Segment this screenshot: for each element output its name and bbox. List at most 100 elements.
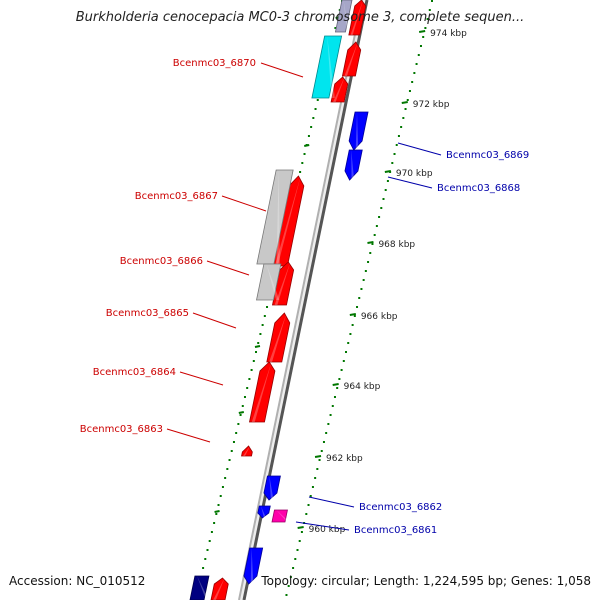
reverse-gene-6861-shape xyxy=(257,505,271,519)
kbp-tick-mark xyxy=(349,313,356,316)
reverse-gene-6862 xyxy=(263,475,281,501)
ruler-dot xyxy=(375,225,378,227)
ruler-dot xyxy=(397,135,400,137)
reverse-gene-bottom xyxy=(243,547,264,585)
ruler-dot xyxy=(325,432,328,434)
ruler-dot xyxy=(353,315,356,317)
ruler-dot xyxy=(333,396,336,398)
ruler-dot xyxy=(338,378,341,380)
gene-label[interactable]: Bcenmc03_6870 xyxy=(173,58,256,69)
ruler-dot xyxy=(314,108,317,110)
forward-gene-6863 xyxy=(241,445,253,457)
ruler-dot xyxy=(224,477,227,479)
ruler-dot xyxy=(408,90,411,92)
gene-label[interactable]: Bcenmc03_6862 xyxy=(359,502,442,513)
forward-gene-bottom-shape xyxy=(210,577,229,600)
ruler-dot xyxy=(287,585,290,587)
ruler-dot xyxy=(232,441,235,443)
gene-label[interactable]: Bcenmc03_6861 xyxy=(354,525,437,536)
forward-gene-6864-highlight xyxy=(251,362,272,422)
kbp-tick-mark xyxy=(332,383,339,386)
gene-label[interactable]: Bcenmc03_6866 xyxy=(120,256,203,267)
ruler-dot xyxy=(266,306,269,308)
reverse-gene-bottom-shape xyxy=(243,547,264,585)
reverse-gene-6868-highlight xyxy=(351,150,355,180)
ruler-dot xyxy=(415,63,418,65)
ruler-dot xyxy=(237,423,240,425)
forward-gene-6870b-shape xyxy=(330,76,349,103)
ruler-dot xyxy=(382,198,385,200)
kbp-tick-mark xyxy=(418,30,426,33)
ruler-dot xyxy=(217,504,220,506)
gray-gene-6866-highlight xyxy=(266,264,280,300)
ruler-dot xyxy=(362,279,365,281)
ruler-dot xyxy=(334,27,337,29)
ruler-dot xyxy=(400,126,403,128)
gene-label[interactable]: Bcenmc03_6869 xyxy=(446,150,529,161)
ruler-dot xyxy=(301,162,304,164)
gray-gene-6867-highlight xyxy=(276,170,280,264)
reverse-gene-6869 xyxy=(348,111,369,151)
magenta-gene xyxy=(271,509,290,523)
forward-gene-6866 xyxy=(271,261,295,306)
forward-gene-top-highlight xyxy=(350,0,364,35)
ruler-dot xyxy=(417,54,420,56)
ruler-dot xyxy=(406,99,409,101)
ruler-dot xyxy=(309,495,312,497)
gene-label-leader xyxy=(192,312,237,329)
forward-gene-6864-shape xyxy=(248,361,276,423)
ruler-dot xyxy=(347,342,350,344)
ruler-dot xyxy=(413,72,416,74)
ruler-dot xyxy=(369,252,372,254)
gene-label[interactable]: Bcenmc03_6867 xyxy=(135,191,218,202)
forward-gene-bottom xyxy=(210,577,229,600)
ruler-dot xyxy=(431,0,433,2)
magenta-gene-highlight xyxy=(276,510,290,522)
summary-text: Topology: circular; Length: 1,224,595 bp… xyxy=(261,574,591,588)
cyan-gene-6870-highlight xyxy=(327,36,335,98)
ruler-dot xyxy=(204,558,207,560)
ruler-dot xyxy=(239,414,242,416)
ruler-dot xyxy=(336,387,339,389)
forward-gene-6870a xyxy=(341,41,362,77)
map-title: Burkholderia cenocepacia MC0-3 chromosom… xyxy=(75,10,525,25)
ruler-dot xyxy=(294,558,297,560)
gene-label[interactable]: Bcenmc03_6865 xyxy=(106,308,189,319)
ruler-dot xyxy=(322,441,325,443)
ruler-dot xyxy=(336,18,339,20)
ruler-dot xyxy=(255,351,258,353)
gene-label[interactable]: Bcenmc03_6868 xyxy=(437,183,520,194)
ruler-dot xyxy=(371,243,374,245)
kbp-tick-label: 970 kbp xyxy=(396,169,433,179)
ruler-dot xyxy=(257,342,260,344)
forward-gene-top xyxy=(348,0,367,36)
gene-label[interactable]: Bcenmc03_6864 xyxy=(93,367,176,378)
kbp-tick-mark xyxy=(297,526,304,529)
ruler-dot xyxy=(285,594,288,596)
ruler-dot xyxy=(289,576,292,578)
ruler-dot xyxy=(213,522,216,524)
magenta-gene-shape xyxy=(271,509,288,523)
ruler-dot xyxy=(311,486,314,488)
gene-label[interactable]: Bcenmc03_6863 xyxy=(80,424,163,435)
label-layer: Bcenmc03_6870 Bcenmc03_6869 Bcenmc03_6868 B… xyxy=(80,58,530,536)
ruler-dot xyxy=(208,540,211,542)
accession-text: Accession: NC_010512 xyxy=(9,574,146,588)
forward-gene-6866-shape xyxy=(271,261,295,306)
forward-gene-6865-highlight xyxy=(269,313,287,362)
ruler-dot xyxy=(373,234,376,236)
forward-gene-6870a-shape xyxy=(341,41,362,77)
ruler-dot xyxy=(411,81,414,83)
kbp-tick-label: 968 kbp xyxy=(378,240,415,250)
gray-block-top-shape xyxy=(334,0,353,33)
ruler-dot xyxy=(364,270,367,272)
forward-gene-6865-shape xyxy=(266,312,291,363)
forward-gene-6870b-highlight xyxy=(333,77,345,102)
ruler-dot xyxy=(351,324,354,326)
forward-gene-6867-highlight xyxy=(274,176,301,266)
reverse-gene-bottom-highlight xyxy=(250,548,254,584)
ruler-dot xyxy=(303,153,306,155)
ruler-dot xyxy=(331,405,334,407)
